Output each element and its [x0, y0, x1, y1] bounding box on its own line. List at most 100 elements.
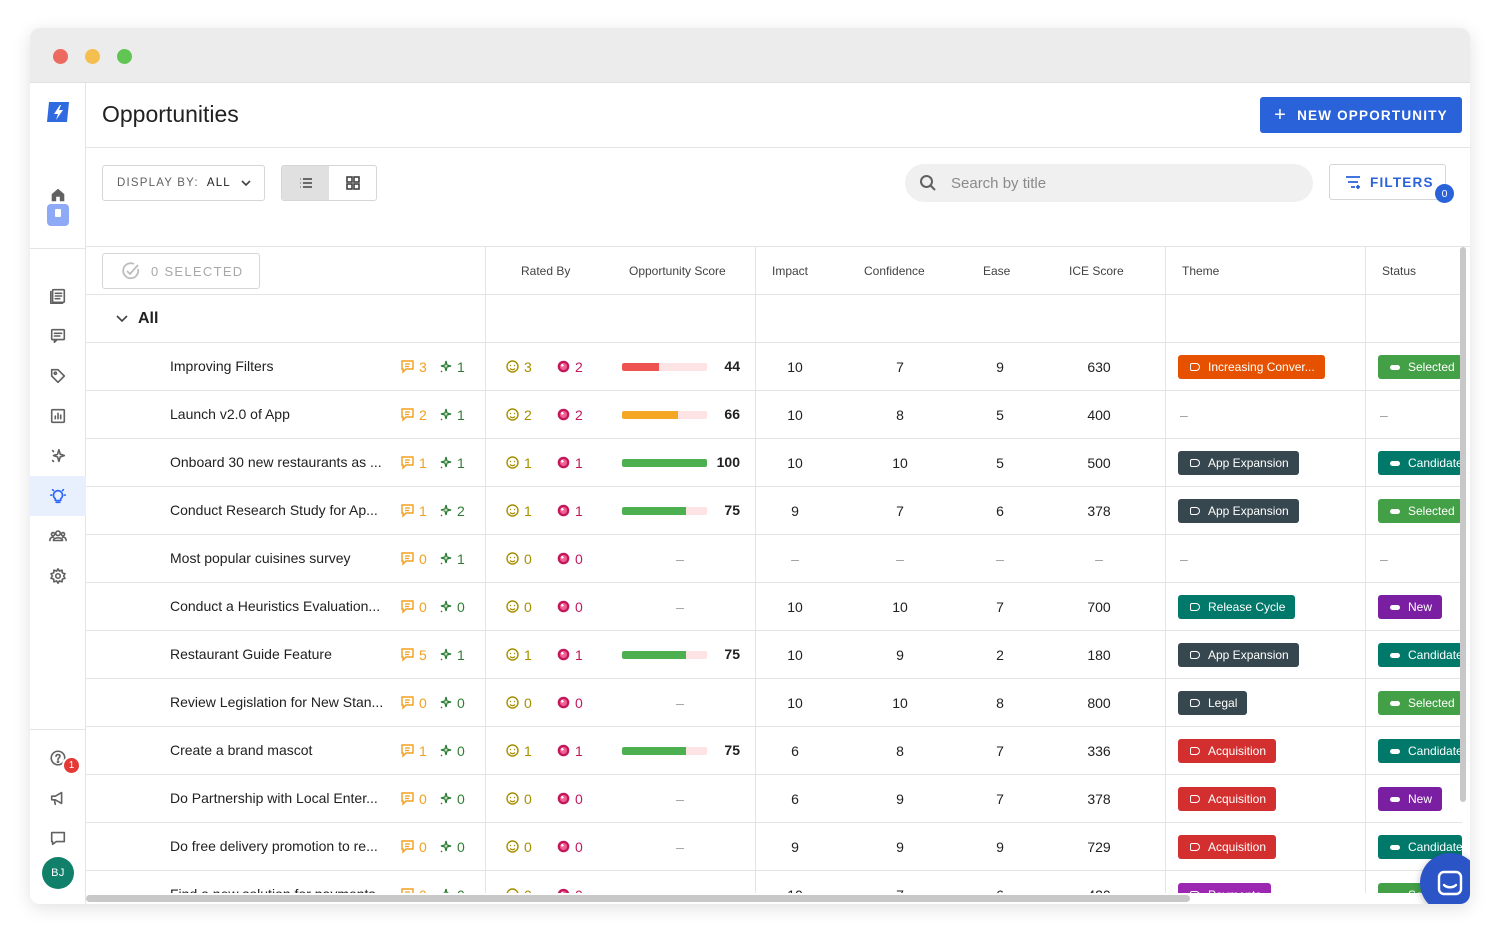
home-icon[interactable] [30, 175, 86, 215]
column-header-status[interactable]: Status [1382, 264, 1417, 278]
opportunity-title[interactable]: Onboard 30 new restaurants as ... [170, 454, 382, 470]
votes-count[interactable]: 0 [556, 871, 583, 893]
comments-count[interactable]: 3 [400, 343, 427, 390]
raters-count[interactable]: 2 [505, 391, 532, 438]
theme-chip[interactable]: App Expansion [1178, 499, 1299, 523]
ease-value[interactable]: 7 [996, 790, 1004, 807]
settings-icon[interactable] [30, 556, 86, 596]
status-chip[interactable]: New [1378, 787, 1443, 811]
votes-count[interactable]: 1 [556, 487, 583, 534]
impact-value[interactable]: 10 [765, 871, 825, 894]
status-empty[interactable]: – [1380, 406, 1388, 423]
status-chip[interactable]: Candidate [1378, 451, 1462, 475]
comments-count[interactable]: 0 [400, 775, 427, 822]
theme-chip[interactable]: Increasing Conver... [1178, 355, 1325, 379]
comments-count[interactable]: 1 [400, 487, 427, 534]
confidence-value[interactable]: 9 [896, 838, 904, 855]
votes-count[interactable]: 0 [556, 679, 583, 726]
insights-count[interactable]: 1 [438, 391, 465, 438]
impact-value[interactable]: 10 [787, 406, 803, 423]
insights-count[interactable]: 0 [438, 823, 465, 870]
people-icon[interactable] [30, 516, 86, 556]
comments-count[interactable]: 5 [400, 631, 427, 678]
theme-chip[interactable]: Acquisition [1178, 739, 1277, 763]
votes-count[interactable]: 0 [556, 823, 583, 870]
impact-value[interactable]: 6 [791, 790, 799, 807]
sparkle-icon[interactable] [30, 436, 86, 476]
status-chip[interactable]: Candidate [1378, 643, 1462, 667]
comments-count[interactable]: 2 [400, 391, 427, 438]
table-row[interactable]: Review Legislation for New Stan... 0 0 0 0 – 1… [86, 679, 1462, 727]
votes-count[interactable]: 0 [556, 535, 583, 582]
raters-count[interactable]: 0 [505, 583, 532, 630]
comments-count[interactable]: 1 [400, 439, 427, 486]
confidence-value[interactable]: 7 [870, 871, 930, 894]
opportunity-title[interactable]: Launch v2.0 of App [170, 406, 290, 422]
support-chat-button[interactable] [1420, 853, 1470, 904]
insights-count[interactable]: 0 [438, 871, 465, 893]
impact-value[interactable]: 10 [787, 694, 803, 711]
raters-count[interactable]: 1 [505, 439, 532, 486]
comments-count[interactable]: 0 [400, 823, 427, 870]
selected-count-button[interactable]: 0 SELECTED [102, 253, 260, 289]
lightbulb-icon[interactable] [30, 476, 86, 516]
comments-count[interactable]: 0 [400, 871, 427, 893]
grid-view-button[interactable] [329, 166, 376, 200]
chevron-down-icon[interactable] [116, 314, 128, 324]
table-row[interactable]: Most popular cuisines survey 0 1 0 0 – – – – – – – [86, 535, 1462, 583]
opportunity-title[interactable]: Do free delivery promotion to re... [170, 838, 378, 854]
opportunity-title[interactable]: Restaurant Guide Feature [170, 646, 332, 662]
votes-count[interactable]: 2 [556, 391, 583, 438]
impact-value[interactable]: 10 [787, 358, 803, 375]
comments-count[interactable]: 0 [400, 583, 427, 630]
status-empty[interactable]: – [1380, 550, 1388, 567]
tag-icon[interactable] [30, 356, 86, 396]
votes-count[interactable]: 1 [556, 439, 583, 486]
column-header-opportunity-score[interactable]: Opportunity Score [629, 264, 726, 278]
opportunity-title[interactable]: Conduct a Heuristics Evaluation... [170, 598, 381, 614]
status-chip[interactable]: Selected [1378, 355, 1462, 379]
announcement-icon[interactable] [30, 778, 86, 818]
impact-value[interactable]: 10 [787, 454, 803, 471]
status-chip[interactable]: Selected [1378, 691, 1462, 715]
raters-count[interactable]: 0 [505, 679, 532, 726]
table-row[interactable]: Conduct Research Study for Ap... 1 2 1 1 75 9 7… [86, 487, 1462, 535]
column-header-ice-score[interactable]: ICE Score [1069, 264, 1124, 278]
table-row[interactable]: Improving Filters 3 1 3 2 44 10 7 9 630 Increasing… [86, 343, 1462, 391]
table-row[interactable]: Conduct a Heuristics Evaluation... 0 0 0 0 – 1… [86, 583, 1462, 631]
group-row-all[interactable]: All [86, 295, 1462, 343]
impact-value[interactable]: – [791, 550, 799, 567]
confidence-value[interactable]: 10 [892, 694, 908, 711]
comments-count[interactable]: 0 [400, 679, 427, 726]
raters-count[interactable]: 1 [505, 487, 532, 534]
ease-value[interactable]: 6 [996, 502, 1004, 519]
minimize-window-button[interactable] [85, 49, 100, 64]
maximize-window-button[interactable] [117, 49, 132, 64]
impact-value[interactable]: 9 [791, 502, 799, 519]
book-icon[interactable] [47, 204, 69, 226]
insights-count[interactable]: 0 [438, 679, 465, 726]
opportunity-title[interactable]: Create a brand mascot [170, 742, 313, 758]
raters-count[interactable]: 0 [505, 871, 532, 893]
opportunity-title[interactable]: Improving Filters [170, 358, 274, 374]
theme-chip[interactable]: Release Cycle [1178, 595, 1296, 619]
column-header-impact[interactable]: Impact [772, 264, 809, 278]
confidence-value[interactable]: 10 [892, 598, 908, 615]
votes-count[interactable]: 2 [556, 343, 583, 390]
app-logo-icon[interactable] [45, 98, 73, 126]
table-row[interactable]: Restaurant Guide Feature 5 1 1 1 75 10 9 2 180 App… [86, 631, 1462, 679]
ease-value[interactable]: – [996, 550, 1004, 567]
close-window-button[interactable] [53, 49, 68, 64]
confidence-value[interactable]: 8 [896, 742, 904, 759]
ease-value[interactable]: 8 [996, 694, 1004, 711]
insights-count[interactable]: 1 [438, 631, 465, 678]
confidence-value[interactable]: 9 [896, 790, 904, 807]
list-view-button[interactable] [282, 166, 329, 200]
confidence-value[interactable]: 9 [896, 646, 904, 663]
theme-chip[interactable]: App Expansion [1178, 451, 1299, 475]
table-row[interactable]: Find a new solution for payments 0 0 0 0 – 10 7… [86, 871, 1462, 893]
votes-count[interactable]: 1 [556, 727, 583, 774]
impact-value[interactable]: 9 [791, 838, 799, 855]
impact-value[interactable]: 10 [787, 646, 803, 663]
ease-value[interactable]: 5 [996, 454, 1004, 471]
